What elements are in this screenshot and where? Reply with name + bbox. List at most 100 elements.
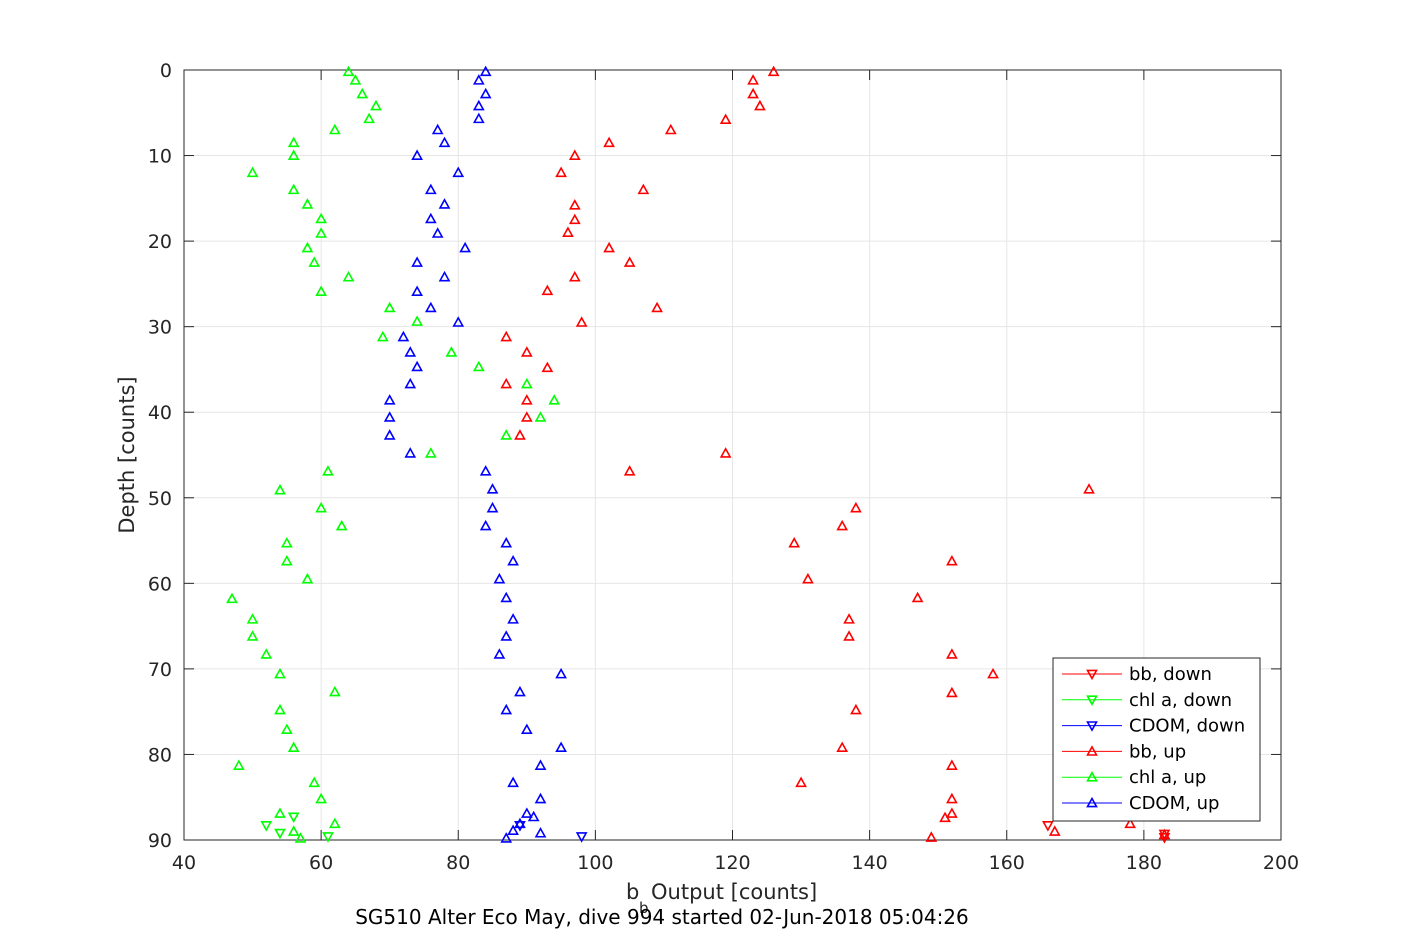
legend: bb, down chl a, down CDOM, down bb, up chl a… — [1052, 657, 1261, 822]
chart-title: SG510 Alter Eco May, dive 994 started 02… — [355, 905, 969, 929]
data-point — [562, 226, 574, 237]
data-point — [637, 183, 650, 195]
data-point — [520, 377, 533, 389]
data-point — [322, 465, 334, 476]
data-point — [603, 241, 615, 253]
data-point — [315, 227, 327, 238]
data-point — [308, 776, 321, 788]
legend-label: CDOM, up — [1129, 793, 1219, 814]
data-point — [287, 825, 300, 836]
data-point — [568, 213, 581, 225]
data-point — [246, 630, 259, 641]
x-tick-label: 200 — [1263, 852, 1299, 874]
data-point — [1124, 817, 1137, 829]
data-point — [507, 554, 519, 566]
data-point — [911, 591, 924, 603]
data-point — [287, 812, 300, 824]
legend-label: chl a, down — [1129, 690, 1232, 711]
legend-label: chl a, up — [1129, 767, 1206, 788]
data-point — [568, 199, 581, 210]
data-point — [472, 74, 485, 85]
data-point — [411, 256, 423, 267]
data-point — [534, 759, 547, 770]
data-point — [431, 123, 444, 135]
data-point — [459, 241, 471, 253]
data-point — [493, 648, 506, 659]
series-chl-a-up — [226, 65, 561, 843]
data-point — [507, 824, 519, 835]
data-points — [226, 65, 1171, 844]
data-point — [370, 99, 382, 111]
data-point — [520, 346, 533, 357]
legend-marker — [1086, 771, 1098, 782]
data-point — [342, 65, 355, 77]
data-point — [342, 270, 355, 282]
data-point — [404, 346, 417, 357]
data-point — [424, 447, 437, 458]
data-point — [514, 429, 526, 440]
data-point — [493, 572, 506, 584]
data-point — [294, 832, 307, 843]
x-tick-label: 160 — [989, 852, 1025, 874]
data-point — [274, 828, 286, 840]
data-point — [507, 613, 519, 624]
data-point — [548, 394, 561, 405]
data-point — [479, 87, 492, 99]
data-point — [946, 759, 958, 770]
data-point — [246, 166, 259, 178]
data-point — [719, 113, 732, 125]
data-point — [232, 759, 245, 770]
data-point — [315, 501, 327, 513]
data-point — [411, 149, 423, 160]
data-point — [274, 483, 286, 495]
legend-marker — [1086, 695, 1098, 706]
x-tick-label: 100 — [577, 852, 613, 874]
data-point — [664, 123, 677, 135]
data-point — [445, 346, 458, 357]
data-point — [541, 361, 554, 373]
data-point — [322, 832, 334, 843]
y-tick-label: 60 — [148, 573, 172, 595]
data-point — [946, 648, 958, 659]
data-point — [747, 87, 759, 99]
data-point — [520, 723, 533, 735]
data-point — [1158, 828, 1171, 840]
data-point — [356, 87, 369, 99]
data-point — [301, 241, 314, 253]
data-point — [568, 149, 581, 160]
data-point — [939, 811, 951, 823]
legend-marker — [1086, 745, 1098, 756]
x-tick-label: 40 — [172, 852, 196, 874]
data-point — [500, 429, 513, 440]
data-point — [623, 465, 636, 476]
data-point — [575, 316, 588, 327]
x-axis-label-main: b — [626, 880, 639, 904]
data-point — [287, 136, 300, 148]
data-point — [472, 360, 485, 372]
data-point — [520, 807, 533, 818]
data-point — [541, 284, 554, 296]
data-point — [280, 554, 293, 566]
data-point — [301, 198, 314, 209]
legend-marker — [1086, 721, 1098, 732]
x-axis-label-rest: Output [counts] — [651, 880, 817, 904]
data-point — [287, 183, 300, 195]
data-point — [555, 667, 567, 679]
data-point — [507, 776, 519, 788]
legend-box — [1052, 657, 1261, 822]
data-point — [452, 166, 465, 178]
data-point — [411, 360, 423, 372]
data-point — [575, 832, 588, 843]
data-point — [328, 123, 341, 135]
y-tick-label: 50 — [148, 488, 172, 510]
y-tick-label: 10 — [148, 146, 172, 168]
series-cdom-up — [383, 65, 567, 843]
x-tick-label: 80 — [446, 852, 470, 874]
legend-label: bb, up — [1129, 741, 1186, 762]
x-tick-label: 140 — [851, 852, 887, 874]
data-point — [246, 613, 259, 624]
data-point — [315, 212, 327, 224]
data-point — [260, 648, 273, 659]
data-point — [424, 212, 437, 224]
